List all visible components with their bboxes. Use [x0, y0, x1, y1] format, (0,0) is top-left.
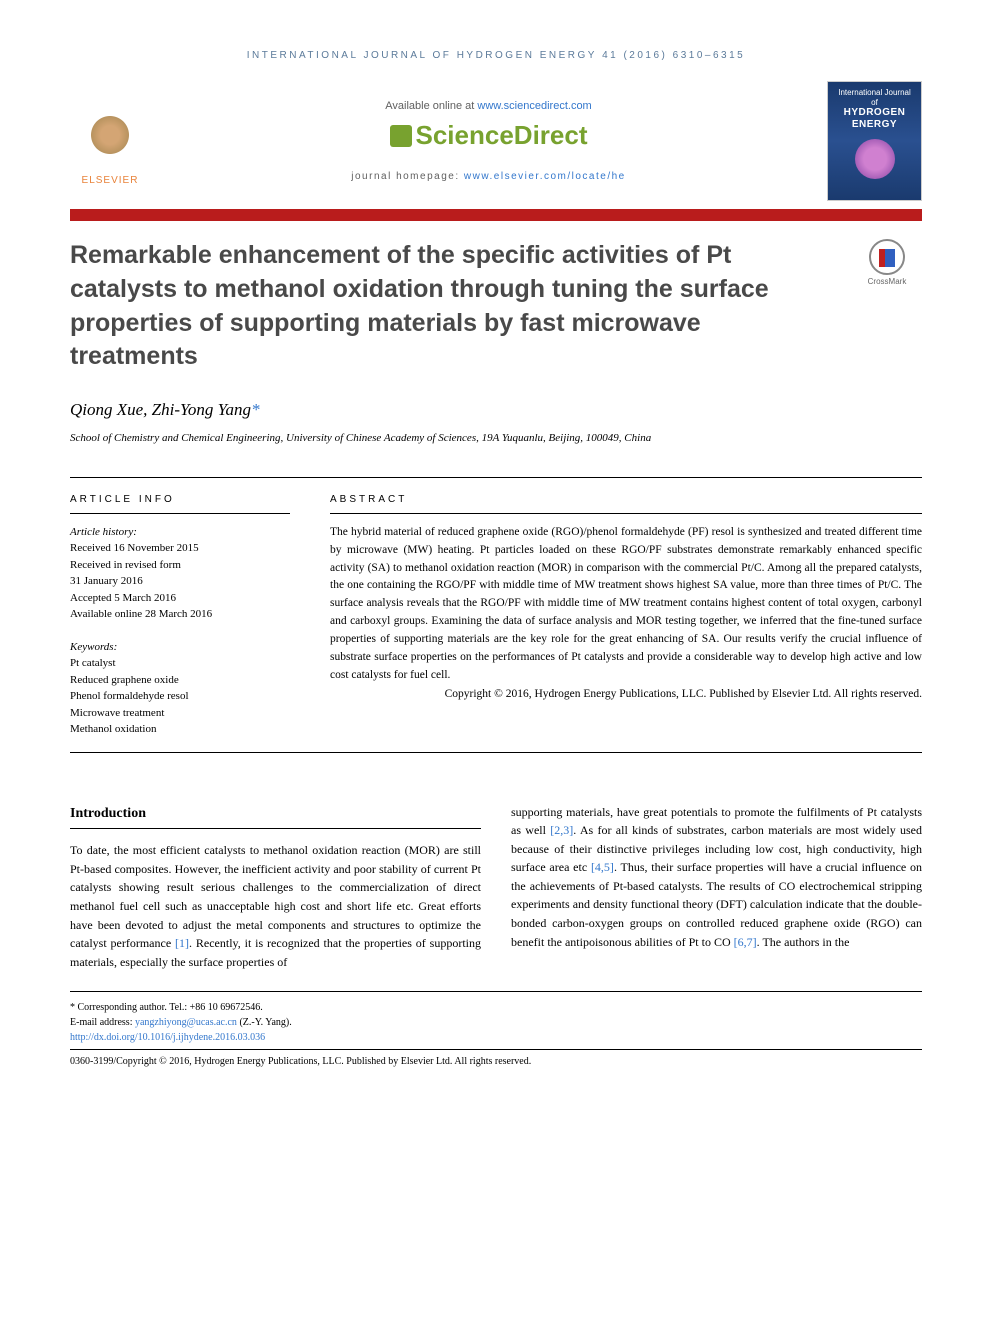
article-info-label: ARTICLE INFO [70, 492, 290, 514]
elsevier-label: ELSEVIER [82, 175, 139, 186]
ref-link-45[interactable]: [4,5] [591, 860, 614, 874]
email-label: E-mail address: [70, 1017, 135, 1028]
abstract-copyright: Copyright © 2016, Hydrogen Energy Public… [330, 686, 922, 704]
history-revised-1: Received in revised form [70, 557, 290, 574]
title-row: Remarkable enhancement of the specific a… [70, 239, 922, 374]
crossmark-label: CrossMark [868, 277, 907, 286]
journal-citation-header: INTERNATIONAL JOURNAL OF HYDROGEN ENERGY… [70, 50, 922, 61]
homepage-link[interactable]: www.elsevier.com/locate/he [464, 171, 626, 182]
keywords-heading: Keywords: [70, 639, 290, 656]
cover-graphic-icon [855, 139, 895, 179]
sciencedirect-logo[interactable]: ScienceDirect [170, 120, 807, 151]
elsevier-logo[interactable]: ELSEVIER [70, 96, 150, 186]
intro-paragraph-left: To date, the most efficient catalysts to… [70, 841, 481, 971]
corresponding-author-line: * Corresponding author. Tel.: +86 10 696… [70, 1000, 922, 1015]
intro-text-2d: . The authors in the [757, 935, 850, 949]
keyword-2: Reduced graphene oxide [70, 672, 290, 689]
intro-text-1a: To date, the most efficient catalysts to… [70, 843, 481, 950]
sciencedirect-url-link[interactable]: www.sciencedirect.com [477, 100, 591, 112]
doi-link[interactable]: http://dx.doi.org/10.1016/j.ijhydene.201… [70, 1030, 922, 1045]
email-link[interactable]: yangzhiyong@ucas.ac.cn [135, 1017, 237, 1028]
homepage-text: journal homepage: www.elsevier.com/locat… [170, 171, 807, 182]
info-abstract-block: ARTICLE INFO Article history: Received 1… [70, 477, 922, 753]
introduction-heading: Introduction [70, 803, 481, 830]
publisher-header-row: ELSEVIER Available online at www.science… [70, 81, 922, 201]
article-title: Remarkable enhancement of the specific a… [70, 239, 832, 374]
available-online-text: Available online at www.sciencedirect.co… [170, 100, 807, 112]
affiliation-text: School of Chemistry and Chemical Enginee… [70, 430, 922, 447]
intro-paragraph-right: supporting materials, have great potenti… [511, 803, 922, 952]
divider-bar [70, 209, 922, 221]
history-revised-2: 31 January 2016 [70, 573, 290, 590]
history-received: Received 16 November 2015 [70, 540, 290, 557]
journal-cover-thumbnail[interactable]: International Journal of HYDROGEN ENERGY [827, 81, 922, 201]
abstract-label: ABSTRACT [330, 492, 922, 515]
body-two-column: Introduction To date, the most efficient… [70, 803, 922, 972]
crossmark-icon [869, 239, 905, 275]
keyword-4: Microwave treatment [70, 705, 290, 722]
homepage-prefix: journal homepage: [351, 171, 464, 182]
abstract-text: The hybrid material of reduced graphene … [330, 524, 922, 684]
keyword-3: Phenol formaldehyde resol [70, 688, 290, 705]
footer-block: * Corresponding author. Tel.: +86 10 696… [70, 991, 922, 1069]
available-prefix: Available online at [385, 100, 477, 112]
body-column-right: supporting materials, have great potenti… [511, 803, 922, 972]
copyright-line: 0360-3199/Copyright © 2016, Hydrogen Ene… [70, 1049, 922, 1069]
cover-title-2: ENERGY [852, 119, 897, 131]
abstract-column: ABSTRACT The hybrid material of reduced … [330, 492, 922, 738]
keyword-5: Methanol oxidation [70, 721, 290, 738]
ref-link-67[interactable]: [6,7] [734, 935, 757, 949]
ref-link-23[interactable]: [2,3] [550, 823, 573, 837]
crossmark-badge[interactable]: CrossMark [852, 239, 922, 286]
ref-link-1[interactable]: [1] [175, 936, 189, 950]
email-author-name: (Z.-Y. Yang). [237, 1017, 292, 1028]
authors-line: Qiong Xue, Zhi-Yong Yang* [70, 400, 922, 420]
corresponding-asterisk[interactable]: * [251, 400, 260, 419]
history-heading: Article history: [70, 524, 290, 541]
author-names: Qiong Xue, Zhi-Yong Yang [70, 400, 251, 419]
article-info-column: ARTICLE INFO Article history: Received 1… [70, 492, 290, 738]
sciencedirect-text: ScienceDirect [416, 120, 588, 151]
cover-subtitle: International Journal of [834, 88, 915, 107]
sciencedirect-icon [390, 125, 412, 147]
keyword-1: Pt catalyst [70, 655, 290, 672]
header-center: Available online at www.sciencedirect.co… [150, 100, 827, 182]
cover-title-1: HYDROGEN [844, 107, 906, 119]
elsevier-tree-icon [80, 111, 140, 171]
email-line: E-mail address: yangzhiyong@ucas.ac.cn (… [70, 1015, 922, 1030]
body-column-left: Introduction To date, the most efficient… [70, 803, 481, 972]
history-accepted: Accepted 5 March 2016 [70, 590, 290, 607]
history-online: Available online 28 March 2016 [70, 606, 290, 623]
